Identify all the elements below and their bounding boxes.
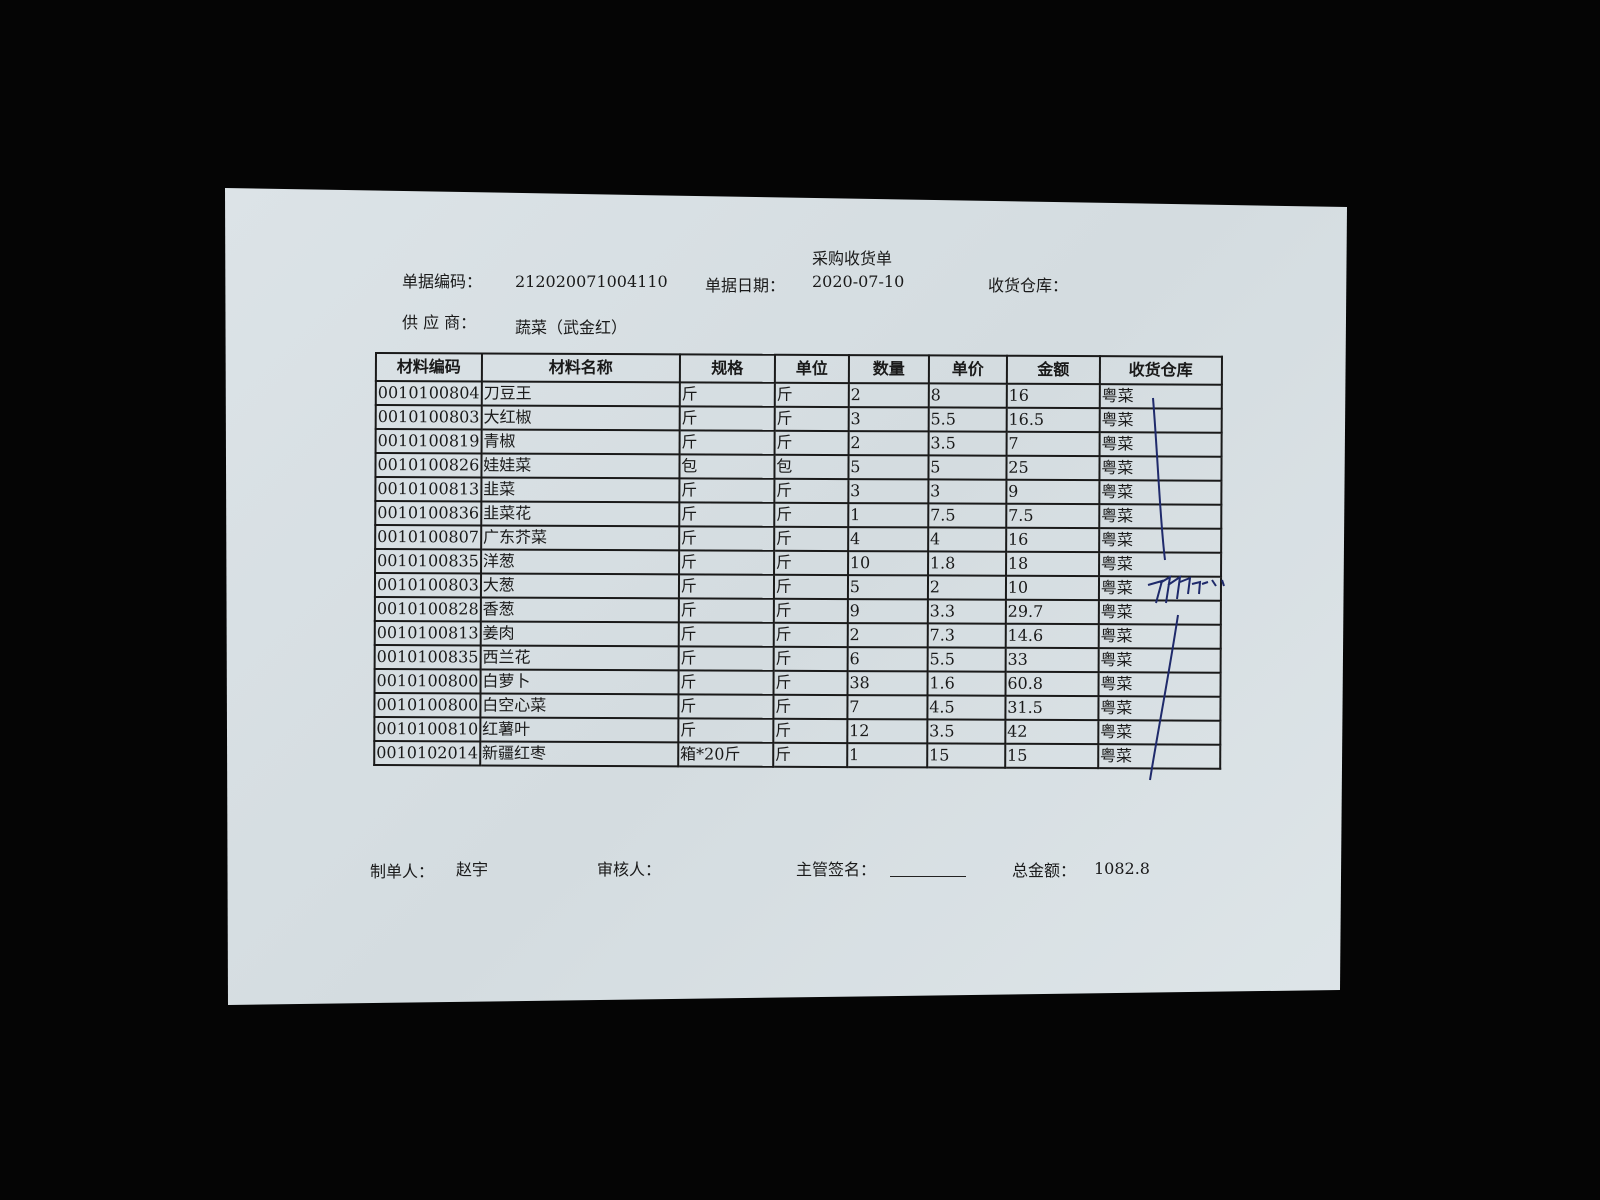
supervisor-label: 主管签名： [796,860,877,879]
maker-label: 制单人： [370,862,435,881]
reviewer-label: 审核人： [597,860,662,879]
total-label: 总金额： [1012,861,1077,880]
doc-no-label: 单据编码： [402,272,483,291]
supplier-label: 供 应 商： [402,313,477,332]
supervisor-signature-line [890,876,966,877]
supplier: 蔬菜（武金红） [515,318,628,337]
total-amount: 1082.8 [1094,859,1150,878]
maker: 赵宇 [456,860,489,879]
doc-date-label: 单据日期： [705,276,786,295]
warehouse-label: 收货仓库： [988,276,1069,295]
doc-date: 2020-07-10 [812,272,905,291]
doc-no: 212020071004110 [515,272,668,291]
document-title: 采购收货单 [812,249,893,268]
